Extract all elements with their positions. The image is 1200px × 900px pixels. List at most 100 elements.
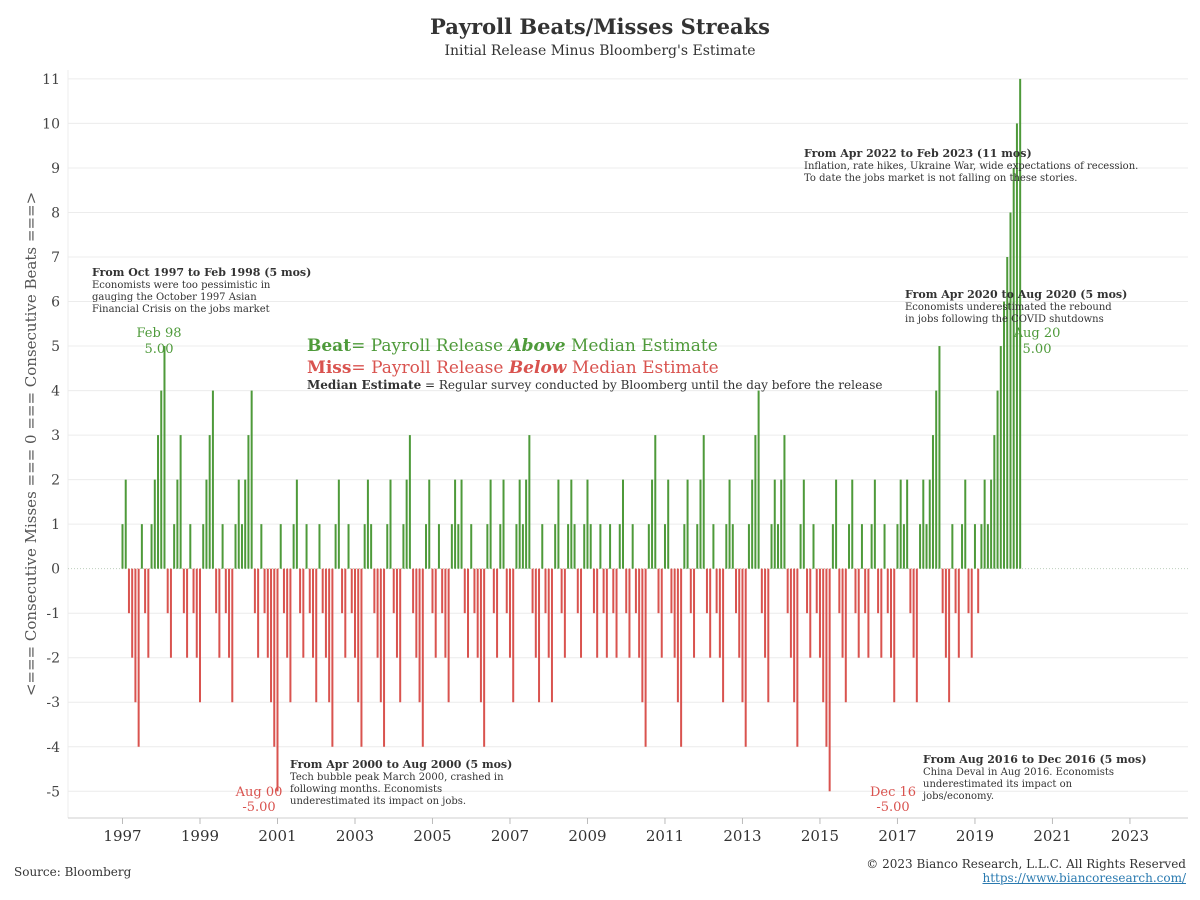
bar: [660, 568, 663, 658]
bar: [651, 479, 654, 569]
bar: [234, 524, 237, 569]
bar: [224, 568, 227, 614]
bar: [1006, 257, 1009, 569]
bar: [521, 524, 524, 569]
bar: [954, 568, 957, 614]
y-tick-label: 1: [51, 517, 60, 533]
bar: [944, 568, 947, 658]
bar: [531, 568, 534, 614]
bar: [557, 479, 560, 569]
bar: [192, 568, 195, 614]
bar: [883, 524, 886, 569]
bar: [747, 524, 750, 569]
bar: [689, 568, 692, 614]
bar: [925, 524, 928, 569]
bar: [441, 568, 444, 614]
bar: [699, 479, 702, 569]
bar: [854, 568, 857, 614]
bar: [576, 568, 579, 614]
bar: [137, 568, 140, 747]
bar: [211, 390, 214, 569]
bar: [899, 479, 902, 569]
bar: [176, 479, 179, 569]
bar: [541, 524, 544, 569]
annotation-title: From Aug 2016 to Dec 2016 (5 mos): [923, 753, 1147, 766]
bar: [751, 479, 754, 569]
bar: [189, 524, 192, 569]
bar: [831, 524, 834, 569]
bar: [764, 568, 767, 658]
bar: [570, 479, 573, 569]
bar: [208, 435, 211, 569]
bar: [702, 435, 705, 569]
bar: [412, 568, 415, 614]
bar: [951, 524, 954, 569]
bar: [299, 568, 302, 614]
legend-beat-part: Median Estimate: [566, 336, 718, 356]
x-tick-label: 2011: [646, 827, 684, 845]
bar: [447, 568, 450, 703]
bar: [405, 479, 408, 569]
bar: [621, 479, 624, 569]
legend-miss-part: Median Estimate: [566, 358, 718, 378]
bar: [492, 568, 495, 614]
bar: [928, 479, 931, 569]
x-tick-label: 2009: [568, 827, 606, 845]
bar: [922, 479, 925, 569]
legend-beat-part: = Payroll Release: [351, 336, 508, 356]
annotation-title: From Oct 1997 to Feb 1998 (5 mos): [92, 266, 311, 279]
bar: [428, 479, 431, 569]
bar: [321, 568, 324, 614]
bar: [383, 568, 386, 747]
bar: [550, 568, 553, 703]
bar: [715, 568, 718, 614]
bar: [809, 568, 812, 658]
bar: [873, 479, 876, 569]
bar: [735, 568, 738, 614]
bar: [425, 524, 428, 569]
legend-beat-part: Above: [506, 336, 565, 356]
x-tick-label: 2017: [878, 827, 916, 845]
bar: [218, 568, 221, 658]
bar: [467, 568, 470, 658]
bar: [331, 568, 334, 747]
bar: [867, 568, 870, 658]
annotation-line: jobs/economy.: [922, 791, 994, 802]
bar: [712, 524, 715, 569]
bar: [273, 568, 276, 747]
bar: [709, 568, 712, 658]
legend-miss-part: Miss: [307, 358, 351, 378]
bar: [696, 524, 699, 569]
bar: [460, 479, 463, 569]
y-axis-label: <=== Consecutive Misses === 0 === Consec…: [22, 192, 40, 696]
bar: [822, 568, 825, 703]
bar: [399, 568, 402, 703]
website-link[interactable]: https://www.biancoresearch.com/: [982, 871, 1186, 885]
bar: [538, 568, 541, 703]
bar: [379, 568, 382, 703]
y-tick-label: 11: [42, 72, 60, 88]
bar: [308, 568, 311, 614]
bar: [793, 568, 796, 703]
bar: [938, 346, 941, 569]
bar: [386, 524, 389, 569]
annotation-line: Economists underestimated the rebound: [905, 302, 1112, 313]
bar: [324, 568, 327, 658]
bar: [638, 568, 641, 658]
bar: [160, 390, 163, 569]
bar: [431, 568, 434, 614]
bar: [457, 524, 460, 569]
bar: [144, 568, 147, 614]
bar: [880, 568, 883, 658]
bar: [318, 524, 321, 569]
y-tick-label: -2: [46, 651, 60, 667]
y-tick-label: 5: [51, 339, 60, 355]
bar: [544, 568, 547, 614]
bar: [977, 568, 980, 614]
bar: [395, 568, 398, 658]
bar: [964, 479, 967, 569]
bar: [731, 524, 734, 569]
bar: [647, 524, 650, 569]
bar: [221, 524, 224, 569]
bar: [518, 479, 521, 569]
